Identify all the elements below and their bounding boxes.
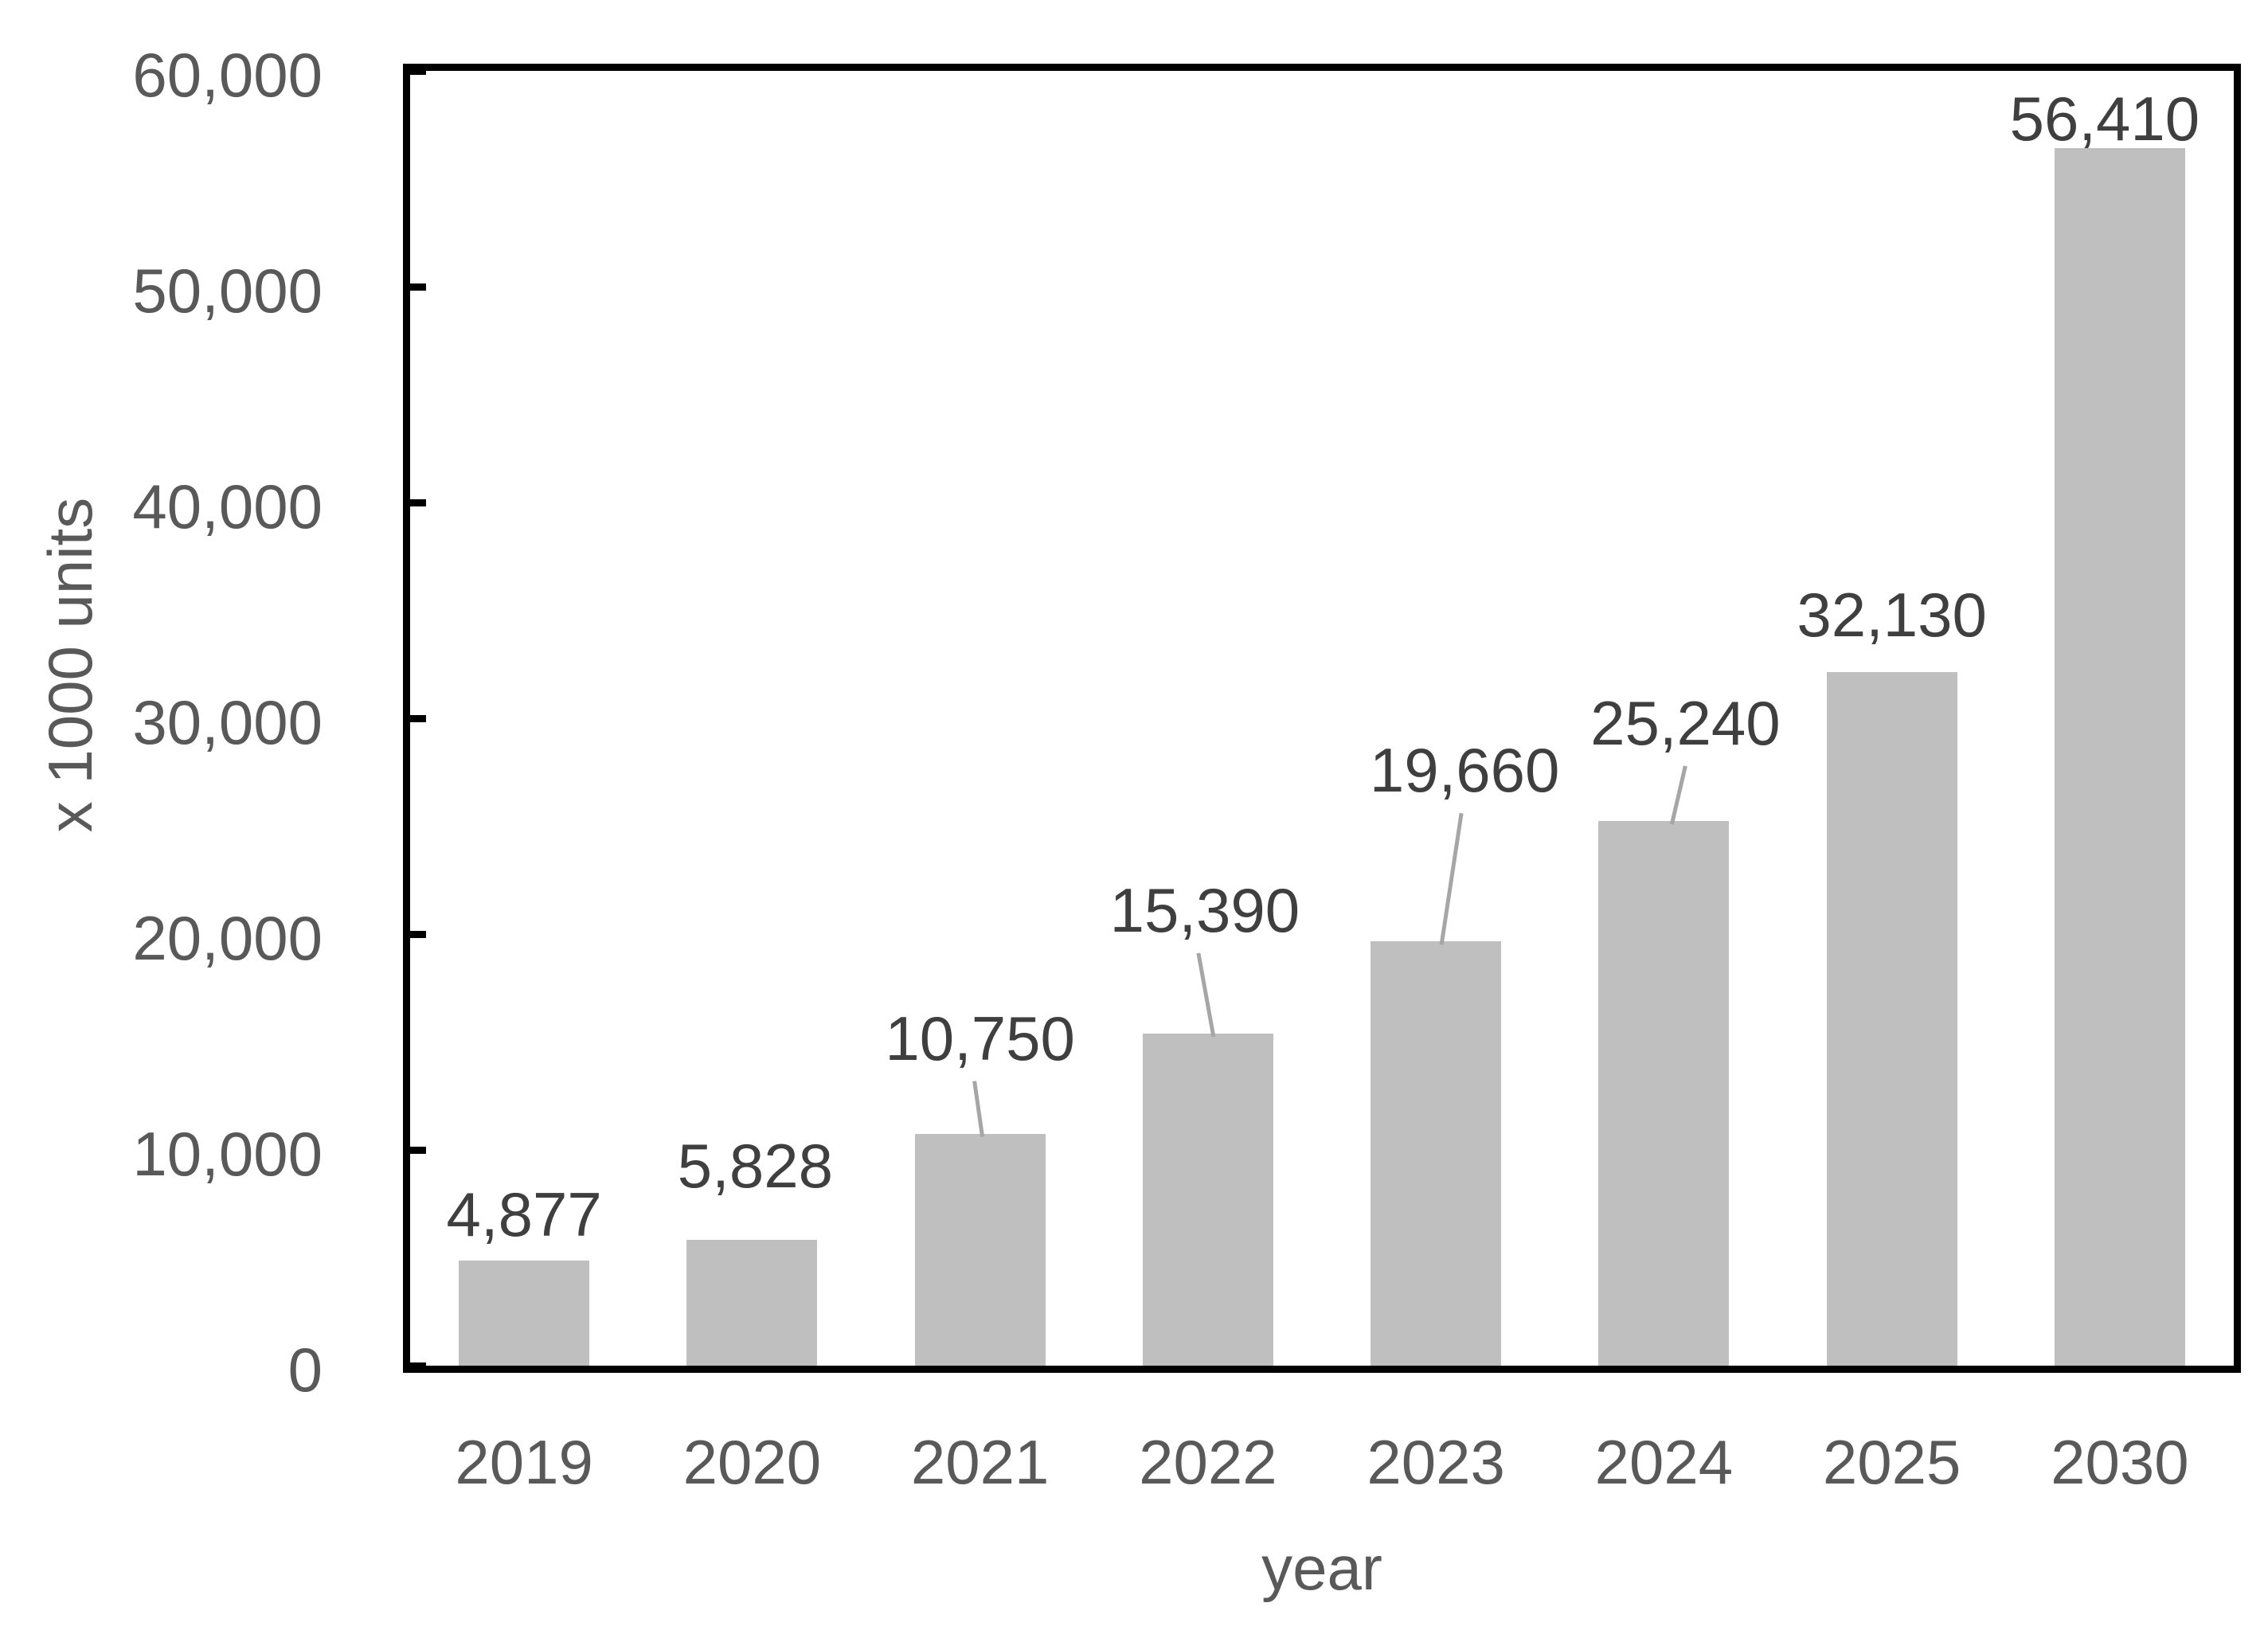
y-axis-tick-label: 60,000 [132,40,323,110]
bar-2020 [686,1240,818,1366]
bar-2024 [1598,820,1730,1366]
y-axis-tick [410,1362,426,1370]
y-axis-tick-label: 0 [287,1335,323,1405]
bar-2019 [459,1260,590,1366]
data-label: 4,877 [446,1179,602,1249]
data-label: 32,130 [1797,580,1987,651]
y-axis-tick [410,1146,426,1154]
x-axis-tick-label: 2021 [910,1427,1050,1497]
bar-2023 [1371,941,1502,1366]
y-axis-title: x 1000 units [35,497,105,833]
x-axis-tick-label: 2019 [455,1427,593,1497]
bar-2030 [2054,148,2185,1366]
y-axis-tick [410,714,426,722]
y-axis-tick-label: 40,000 [132,471,323,541]
y-axis-tick [410,498,426,506]
bar-2021 [914,1133,1046,1366]
y-axis-tick [410,67,426,75]
data-label: 5,828 [677,1131,833,1202]
x-axis-title: year [1261,1533,1382,1603]
y-axis-tick-label: 30,000 [132,687,323,757]
x-axis-tick-label: 2023 [1367,1427,1505,1497]
data-label: 15,390 [1109,874,1300,945]
data-label: 25,240 [1590,687,1781,758]
x-axis-tick-label: 2024 [1594,1427,1734,1497]
y-axis-tick [410,930,426,938]
data-label: 56,410 [2009,84,2200,154]
x-axis-tick-label: 2030 [2051,1427,2189,1497]
bar-2025 [1826,672,1957,1366]
data-label: 10,750 [885,1003,1075,1073]
data-label: 19,660 [1369,735,1560,806]
y-axis-tick-label: 20,000 [132,903,323,973]
x-axis-tick-label: 2022 [1139,1427,1277,1497]
bar-2022 [1142,1033,1273,1366]
y-axis-tick [410,283,426,291]
y-axis-tick-label: 50,000 [132,256,323,326]
x-axis-tick-label: 2020 [682,1427,822,1497]
x-axis-tick-label: 2025 [1822,1427,1961,1497]
y-axis-tick-label: 10,000 [132,1119,323,1189]
